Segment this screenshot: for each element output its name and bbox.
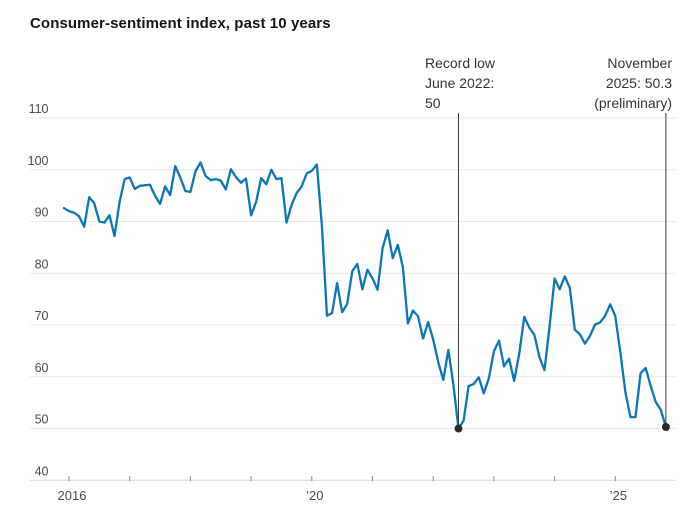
annotation-record-low: Record low June 2022: 50 xyxy=(425,53,535,113)
annotation-november-2025-line1: November xyxy=(607,55,672,71)
x-axis-label-2025: ’25 xyxy=(610,488,627,503)
november-2025-preliminary-marker-dot xyxy=(661,422,670,431)
sentiment-series-line xyxy=(62,161,668,430)
y-axis-label-70: 70 xyxy=(35,309,49,323)
y-axis-label-60: 60 xyxy=(35,361,49,375)
annotation-record-low-line3: 50 xyxy=(425,95,441,111)
y-axis-label-50: 50 xyxy=(35,413,49,427)
y-axis-label-80: 80 xyxy=(35,257,49,271)
y-axis-label-90: 90 xyxy=(35,206,49,220)
annotation-record-low-line1: Record low xyxy=(425,55,496,71)
chart-title: Consumer-sentiment index, past 10 years xyxy=(30,15,331,32)
annotation-record-low-line2: June 2022: xyxy=(425,75,495,91)
x-axis-label-2020: ’20 xyxy=(306,488,323,503)
y-axis-label-40: 40 xyxy=(35,464,49,478)
record-low-marker-dot xyxy=(454,424,463,433)
x-axis-label-2016: 2016 xyxy=(58,488,87,503)
y-axis-label-100: 100 xyxy=(28,154,49,168)
annotation-november-2025-line3: (preliminary) xyxy=(594,95,672,111)
annotation-november-2025: November 2025: 50.3 (preliminary) xyxy=(566,53,672,113)
annotation-november-2025-line2: 2025: 50.3 xyxy=(605,75,672,91)
y-axis-label-110: 110 xyxy=(29,102,49,116)
